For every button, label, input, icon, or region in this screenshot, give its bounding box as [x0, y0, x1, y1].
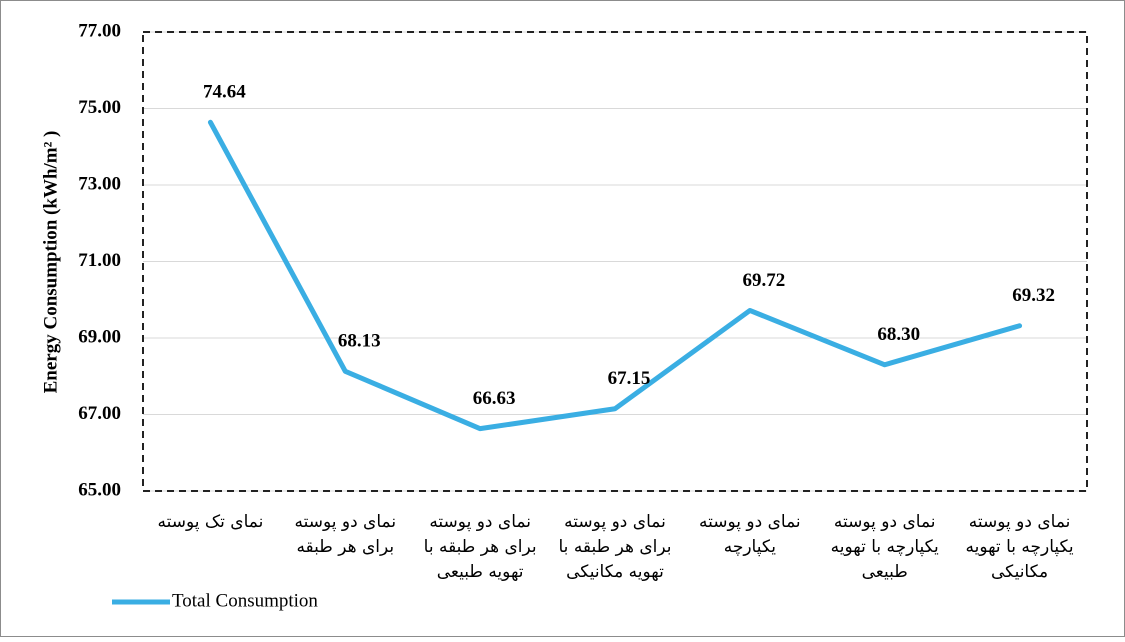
x-tick-label: تهویه مکانیکی — [566, 562, 664, 582]
x-tick-label: برای هر طبقه — [296, 537, 394, 557]
data-label: 68.30 — [877, 324, 920, 345]
plot-area-border — [142, 31, 1088, 492]
data-label: 69.32 — [1012, 285, 1055, 306]
data-label: 67.15 — [608, 368, 651, 389]
data-label: 68.13 — [338, 331, 381, 352]
x-tick-label: نمای دو پوسته — [699, 512, 801, 532]
y-tick-label: 75.00 — [78, 97, 121, 118]
x-tick-label: برای هر طبقه با — [424, 537, 537, 557]
x-tick-label: تهویه طبیعی — [437, 562, 524, 582]
line — [207, 119, 1023, 432]
x-tick-label: برای هر طبقه با — [559, 537, 672, 557]
x-tick-label: مکانیکی — [991, 562, 1048, 582]
data-label: 74.64 — [203, 82, 246, 103]
y-tick-label: 71.00 — [78, 250, 121, 271]
y-tick-label: 67.00 — [78, 403, 121, 424]
x-tick-label: نمای دو پوسته — [834, 512, 936, 532]
legend-label: Total Consumption — [172, 590, 318, 611]
x-tick-label: نمای دو پوسته — [429, 512, 531, 532]
x-tick-label: نمای دو پوسته — [564, 512, 666, 532]
x-tick-label: یکپارچه با تهویه — [965, 537, 1073, 557]
x-tick-label: نمای تک پوسته — [158, 512, 264, 532]
x-tick-label: یکپارچه — [724, 537, 777, 557]
y-tick-label: 69.00 — [78, 326, 121, 347]
x-tick-label: نمای دو پوسته — [294, 512, 396, 532]
y-axis-title: Energy Consumption (kWh/m² ) — [40, 131, 61, 394]
x-tick-label: نمای دو پوسته — [969, 512, 1071, 532]
y-tick-label: 73.00 — [78, 173, 121, 194]
x-tick-label: یکپارچه با تهویه — [831, 537, 939, 557]
y-tick-label: 65.00 — [78, 479, 121, 500]
data-label: 66.63 — [473, 388, 516, 409]
x-tick-label: طبیعی — [862, 562, 908, 582]
data-label: 69.72 — [742, 270, 785, 291]
y-tick-label: 77.00 — [78, 20, 121, 41]
